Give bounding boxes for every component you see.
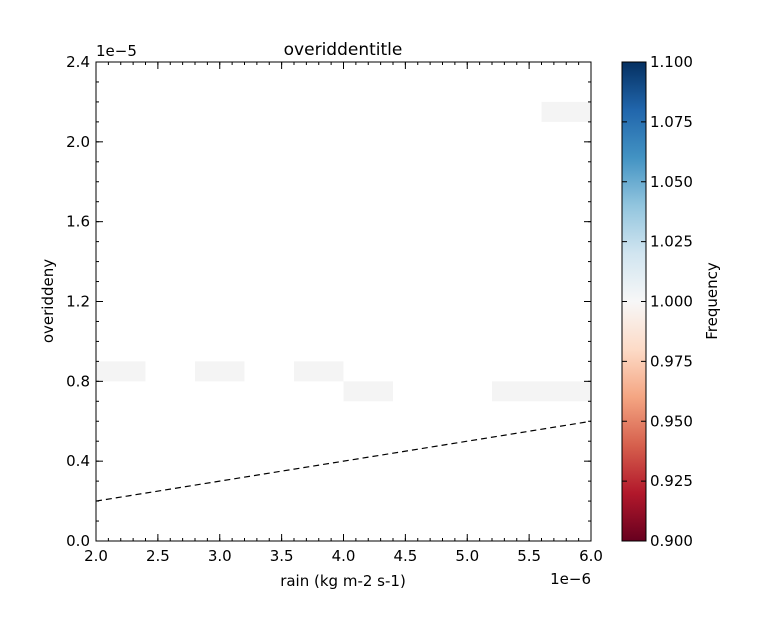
colorbar-tick-label: 0.925: [650, 472, 693, 490]
chart-title: overiddentitle: [284, 40, 403, 60]
colorbar-ticks: 0.900 0.925 0.950 0.975 1.000 1.025 1.050 1.075…: [622, 53, 693, 550]
heatmap-cell: [492, 381, 591, 402]
heatmap-cell: [96, 361, 146, 382]
heatmap-cell: [541, 101, 591, 122]
plot-frame: [95, 61, 592, 542]
colorbar: 0.900 0.925 0.950 0.975 1.000 1.025 1.050 1.075…: [621, 53, 721, 550]
y-axis-ticks: 0.0 0.4 0.8 1.2 1.6 2.0 2.4: [66, 53, 591, 550]
y-tick-label: 2.4: [66, 53, 90, 71]
x-tick-label: 4.5: [393, 547, 417, 565]
colorbar-tick-label: 1.100: [650, 53, 693, 71]
colorbar-label: Frequency: [703, 262, 721, 340]
heatmap-cells: [96, 101, 591, 402]
y-offset-text: 1e−5: [96, 42, 137, 60]
heatmap-cell: [195, 361, 245, 382]
reference-line-group: [96, 420, 591, 502]
x-tick-label: 3.0: [208, 547, 232, 565]
x-tick-label: 3.5: [270, 547, 294, 565]
colorbar-tick-label: 1.000: [650, 293, 693, 311]
colorbar-tick-label: 1.050: [650, 173, 693, 191]
y-tick-label: 0.0: [66, 532, 90, 550]
y-tick-label: 0.8: [66, 372, 90, 390]
x-axis-label: rain (kg m-2 s-1): [280, 572, 406, 590]
heatmap-cell: [343, 381, 393, 402]
x-axis-ticks: 2.0 2.5 3.0 3.5 4.0 4.5 5.0 5.5 6.0: [84, 62, 603, 565]
y-tick-label: 1.6: [66, 213, 90, 231]
colorbar-tick-label: 1.025: [650, 233, 693, 251]
x-tick-label: 4.0: [332, 547, 356, 565]
x-offset-text: 1e−6: [550, 570, 591, 588]
y-tick-label: 0.4: [66, 452, 90, 470]
colorbar-tick-label: 1.075: [650, 113, 693, 131]
colorbar-tick-label: 0.975: [650, 352, 693, 370]
x-tick-label: 5.0: [455, 547, 479, 565]
heatmap-cell: [294, 361, 344, 382]
y-axis-label: overiddeny: [39, 259, 57, 343]
y-tick-label: 1.2: [66, 293, 90, 311]
x-tick-label: 2.0: [84, 547, 108, 565]
x-tick-label: 6.0: [579, 547, 603, 565]
colorbar-tick-label: 0.950: [650, 412, 693, 430]
y-tick-label: 2.0: [66, 133, 90, 151]
x-tick-label: 5.5: [517, 547, 541, 565]
colorbar-tick-label: 0.900: [650, 532, 693, 550]
x-tick-label: 2.5: [146, 547, 170, 565]
reference-line: [96, 420, 591, 502]
